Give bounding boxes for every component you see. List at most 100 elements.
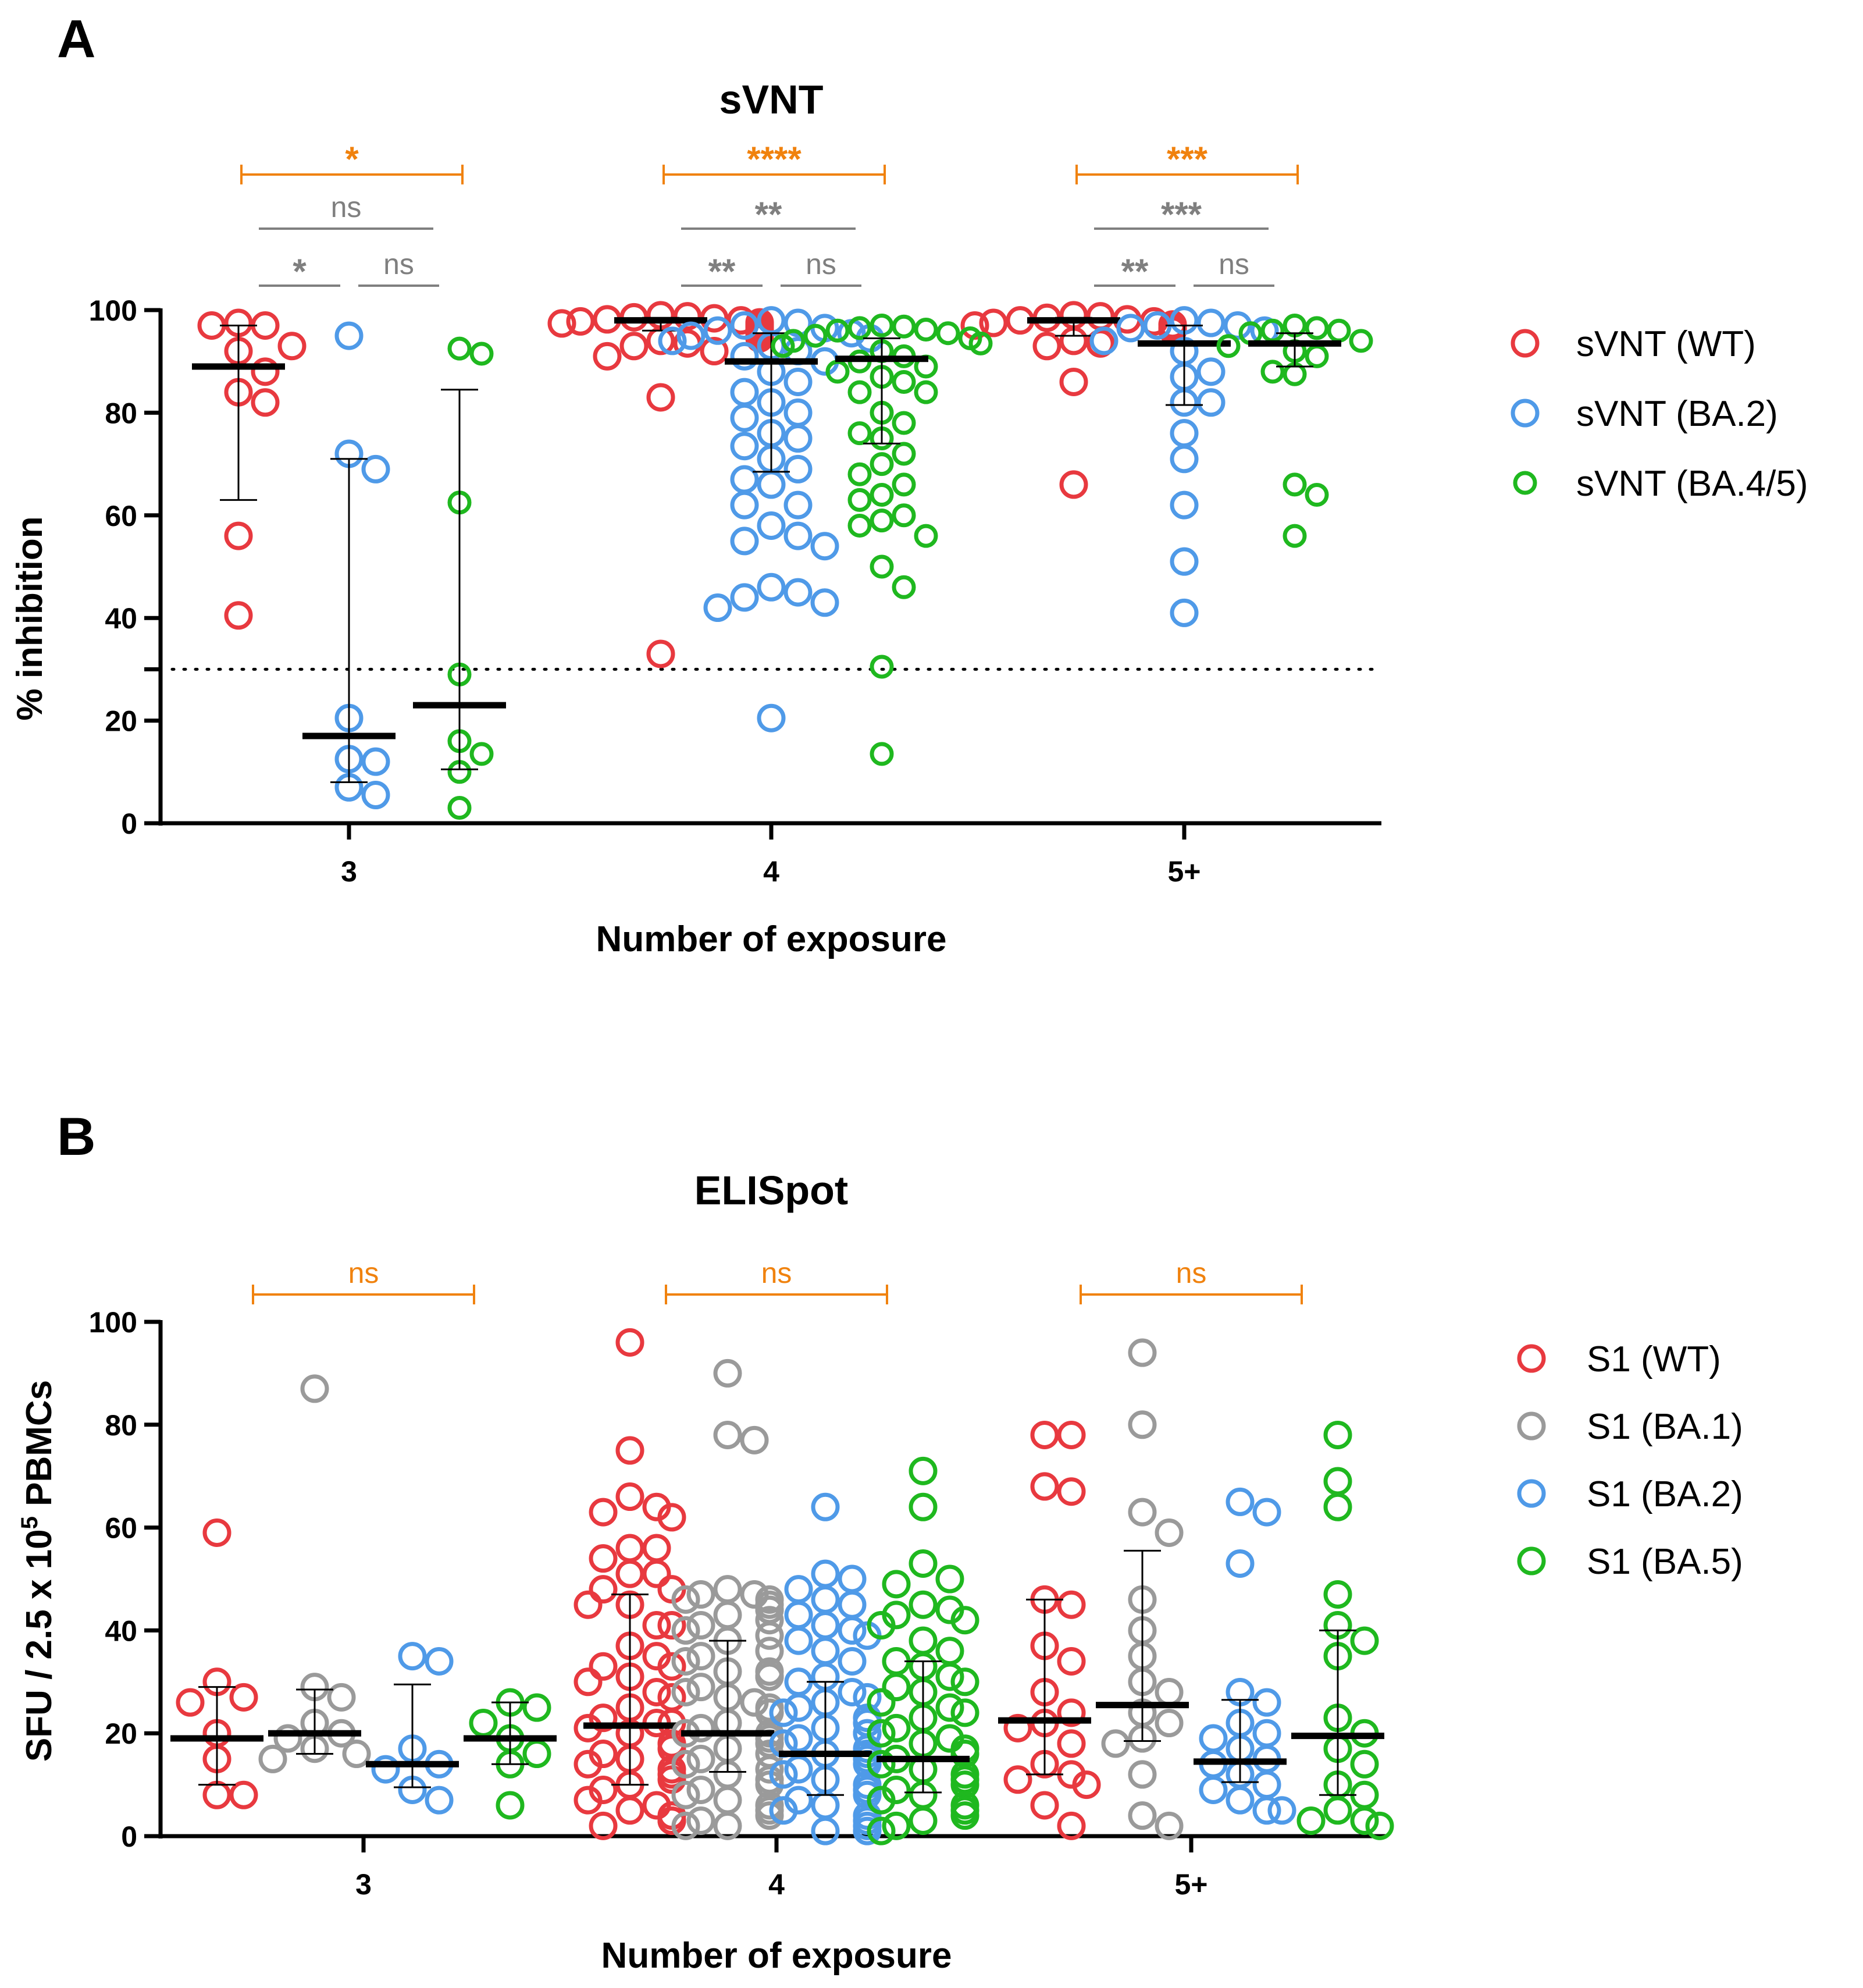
- svnt-ba-4-5-point: [803, 323, 828, 348]
- svnt-wt-point: [224, 601, 253, 630]
- legend-label-svnt-wt: sVNT (WT): [1576, 324, 1756, 364]
- s1-ba-2-point: [784, 1575, 813, 1604]
- s1-ba-5-point: [950, 1801, 979, 1830]
- s1-ba-1-point: [713, 1601, 742, 1630]
- s1-ba-5-point: [935, 1637, 964, 1666]
- s1-wt-point: [589, 1575, 618, 1604]
- s1-ba-1-point: [686, 1744, 715, 1773]
- elispot-x-tick-label: 3: [355, 1868, 372, 1901]
- svnt-y-tick-label: 0: [121, 808, 137, 840]
- s1-ba-2-point: [1199, 1724, 1228, 1753]
- s1-wt-point: [657, 1806, 686, 1835]
- s1-ba-2-point: [769, 1760, 798, 1789]
- s1-ba-5-point: [1350, 1626, 1379, 1655]
- elispot-x-tick-label: 5+: [1174, 1868, 1207, 1901]
- s1-ba-2-point: [784, 1755, 813, 1784]
- elispot-y-axis-title: SFU / 2.5 x 105 PBMCs: [17, 1380, 59, 1762]
- svnt-wt-point: [251, 357, 280, 386]
- s1-wt-point: [176, 1688, 205, 1717]
- svnt-ba-4-5-point: [847, 316, 872, 340]
- s1-ba-1-point: [1128, 1801, 1157, 1830]
- s1-ba-2-point: [838, 1677, 867, 1706]
- legend-marker-s1-ba2: [1517, 1479, 1546, 1508]
- s1-ba-1-point: [755, 1755, 784, 1784]
- s1-ba-2-point: [811, 1791, 840, 1820]
- elispot-y-tick-label: 0: [121, 1820, 137, 1853]
- s1-wt-point: [1057, 1420, 1086, 1449]
- s1-ba-2-point: [784, 1626, 813, 1655]
- svnt-y-tick-label: 60: [105, 500, 137, 532]
- s1-wt-point: [615, 1796, 644, 1825]
- elispot-bracket-4-top-label: ns: [761, 1257, 792, 1289]
- svnt-wt-point: [547, 309, 576, 338]
- s1-ba-5-point: [867, 1611, 896, 1640]
- svnt-wt-point: [646, 639, 675, 668]
- s1-wt-point: [657, 1503, 686, 1532]
- s1-ba-1-point: [713, 1786, 742, 1815]
- svnt-ba-4-5-point: [447, 336, 472, 361]
- s1-ba-5-point: [1296, 1806, 1326, 1835]
- svnt-bracket-3-right-label: ns: [383, 248, 414, 280]
- svnt-ba-2-point: [810, 532, 839, 561]
- svnt-ba-4-5-point: [847, 488, 872, 512]
- svnt-ba-4-5-point: [870, 508, 894, 533]
- s1-ba-1-point: [686, 1806, 715, 1835]
- svnt-ba-2-point: [730, 342, 759, 371]
- svnt-wt-point: [1086, 302, 1115, 331]
- s1-ba-5-point: [882, 1713, 911, 1742]
- elispot-y-tick-label: 100: [89, 1306, 137, 1339]
- svnt-ba-2-point: [783, 521, 813, 550]
- svnt-ba-4-5-point: [892, 442, 916, 466]
- svnt-ba-4-5-point: [968, 331, 993, 355]
- svnt-ba-4-5-point: [914, 524, 938, 548]
- s1-ba-1-point: [671, 1677, 700, 1706]
- s1-wt-point: [1003, 1713, 1032, 1742]
- s1-ba-1-point: [671, 1749, 700, 1779]
- s1-ba-5-point: [867, 1749, 896, 1779]
- svnt-ba-4-5-point: [469, 742, 494, 766]
- s1-ba-2-point: [1252, 1688, 1281, 1717]
- svnt-x-tick-label: 3: [341, 855, 357, 888]
- s1-ba-2-point: [784, 1601, 813, 1630]
- svnt-ba-4-5-point: [847, 421, 872, 446]
- svnt-ba-2-point: [730, 311, 759, 340]
- s1-ba-1-point: [755, 1662, 784, 1691]
- svnt-ba-2-point: [1223, 311, 1252, 340]
- s1-ba-2-point: [425, 1786, 454, 1815]
- s1-ba-1-point: [1128, 1338, 1157, 1367]
- s1-wt-point: [615, 1559, 644, 1588]
- svnt-ba-4-5-point: [1305, 344, 1329, 368]
- s1-wt-point: [642, 1677, 671, 1706]
- s1-wt-point: [573, 1749, 603, 1779]
- svnt-ba-2-point: [757, 572, 786, 602]
- s1-ba-5-point: [882, 1673, 911, 1702]
- s1-ba-2-point: [398, 1642, 427, 1671]
- s1-wt-point: [1030, 1420, 1059, 1449]
- svnt-ba-2-point: [676, 321, 706, 350]
- s1-ba-2-point: [811, 1585, 840, 1614]
- svnt-ba-2-point: [783, 367, 813, 396]
- svnt-y-tick-label: 100: [89, 294, 137, 327]
- svnt-bracket-4-left-label: **: [708, 252, 736, 291]
- s1-wt-point: [642, 1559, 671, 1588]
- svnt-y-tick-label: 80: [105, 397, 137, 429]
- svnt-wt-point: [700, 337, 729, 366]
- s1-ba-2-point: [1252, 1796, 1281, 1825]
- s1-wt-point: [615, 1436, 644, 1465]
- s1-ba-1-point: [1128, 1760, 1157, 1789]
- svnt-ba-4-5-point: [870, 742, 894, 766]
- svnt-chart-title: sVNT: [719, 77, 824, 122]
- svnt-ba-2-point: [730, 490, 759, 520]
- s1-ba-2-point: [1252, 1719, 1281, 1748]
- svnt-ba-2-point: [783, 578, 813, 607]
- svnt-ba-2-point: [703, 316, 732, 345]
- s1-wt-point: [573, 1590, 603, 1619]
- s1-ba-2-point: [769, 1698, 798, 1727]
- svnt-ba-4-5-point: [469, 342, 494, 366]
- s1-ba-5-point: [909, 1590, 938, 1619]
- svnt-ba-2-point: [810, 588, 839, 617]
- svnt-wt-point: [593, 342, 622, 371]
- svnt-bracket-3-mid-label: ns: [331, 191, 362, 223]
- s1-ba-2-point: [811, 1611, 840, 1640]
